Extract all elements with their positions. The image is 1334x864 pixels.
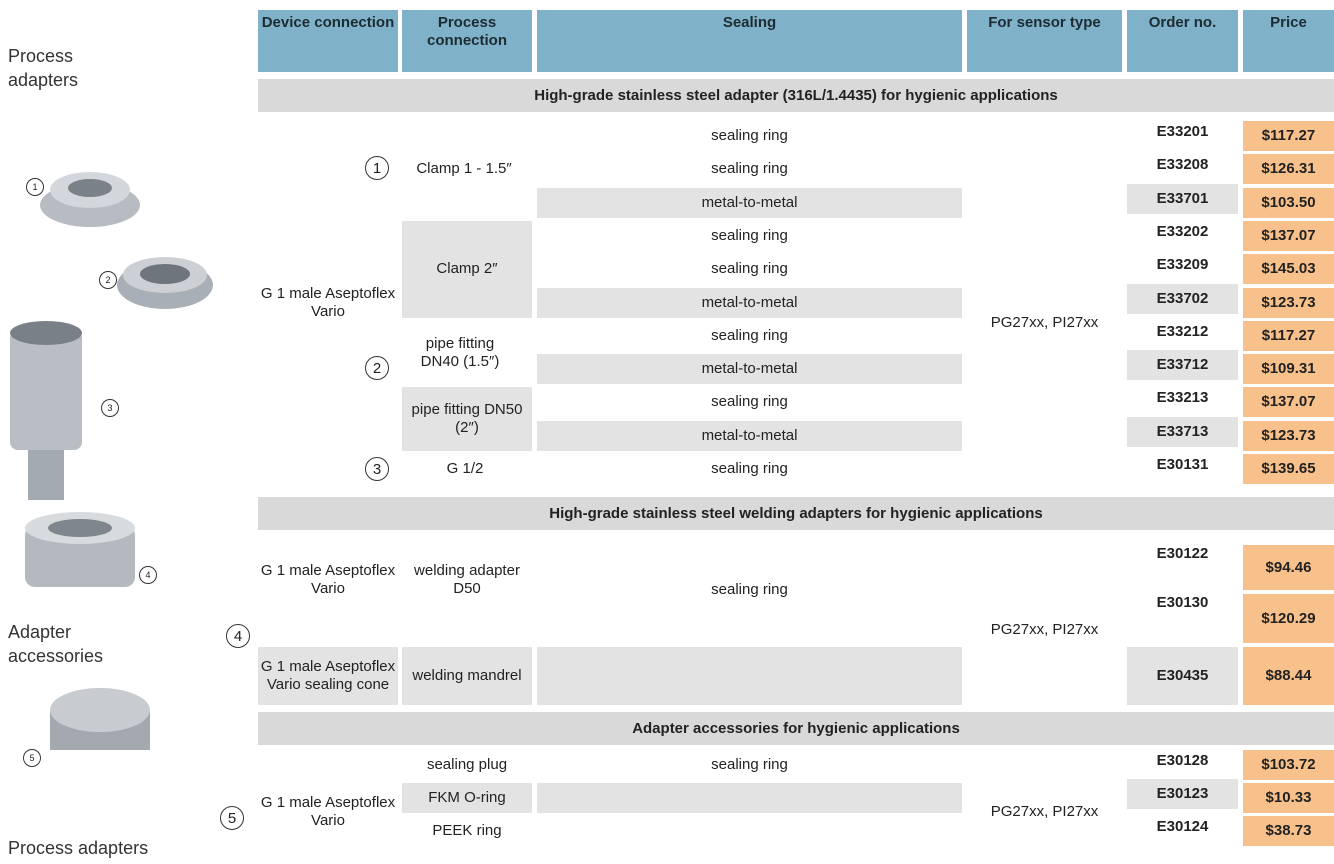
price-cell: $10.33: [1243, 783, 1334, 813]
order-cell: E33712: [1127, 350, 1238, 381]
process-cell: PEEK ring: [432, 822, 502, 839]
sensor-cell: PG27xx, PI27xx: [990, 803, 1099, 820]
price-cell: $117.27: [1243, 121, 1334, 151]
order-cell: E30131: [1156, 456, 1209, 473]
item-marker: 1: [365, 156, 389, 180]
price-cell: $103.50: [1243, 187, 1334, 218]
sealing-cell: sealing ring: [711, 260, 788, 278]
process-cell: pipe fitting DN50 (2″): [402, 387, 532, 451]
sealing-cell: sealing ring: [711, 326, 788, 344]
order-cell: E33701: [1127, 183, 1238, 214]
sealing-cell: [537, 647, 962, 705]
order-cell: E33201: [1156, 123, 1209, 140]
sealing-cell: metal-to-metal: [537, 354, 962, 385]
image-marker: 3: [101, 399, 119, 417]
price-cell: $94.46: [1243, 545, 1334, 590]
sidebar-label: Process adapters: [8, 838, 149, 858]
sensor-cell: PG27xx, PI27xx: [990, 621, 1099, 638]
process-cell: FKM O-ring: [402, 783, 532, 813]
process-cell: Clamp 1 - 1.5″: [416, 160, 512, 178]
sealing-cell: sealing ring: [711, 460, 788, 477]
price-cell: $123.73: [1243, 420, 1334, 451]
sidebar-label: Adapter accessories: [8, 622, 104, 666]
sealing-cell: [537, 783, 962, 813]
product-images: [10, 172, 213, 750]
device-cell: G 1 male Aseptoflex Vario: [260, 562, 396, 597]
price-cell: $117.27: [1243, 320, 1334, 351]
image-marker: 2: [99, 271, 117, 289]
process-cell: Clamp 2″: [402, 220, 532, 318]
header-cell: Device connection: [258, 10, 398, 72]
price-cell: $137.07: [1243, 220, 1334, 251]
price-cell: $126.31: [1243, 154, 1334, 185]
image-marker: 1: [26, 178, 44, 196]
sealing-cell: sealing ring: [711, 127, 788, 144]
order-cell: E30130: [1156, 594, 1209, 611]
sidebar-label: Process adapters: [8, 46, 79, 90]
price-cell: $145.03: [1243, 254, 1334, 285]
header-cell: Process connection: [402, 10, 532, 72]
sealing-cell: sealing ring: [711, 226, 788, 244]
header-cell: Price: [1243, 10, 1334, 72]
order-cell: E33209: [1156, 256, 1209, 274]
process-cell: welding adapter D50: [414, 562, 520, 597]
sealing-cell: sealing ring: [711, 756, 788, 773]
device-cell: G 1 male Aseptoflex Vario sealing cone: [258, 647, 398, 705]
process-cell: sealing plug: [426, 756, 508, 773]
sealing-cell: sealing ring: [711, 393, 788, 411]
sensor-cell: PG27xx, PI27xx: [990, 313, 1099, 331]
order-cell: E33208: [1156, 156, 1209, 174]
sealing-cell: sealing ring: [711, 160, 788, 178]
price-cell: $123.73: [1243, 287, 1334, 318]
process-cell: G 1/2: [446, 460, 484, 478]
section-title: High-grade stainless steel adapter (316L…: [258, 79, 1334, 112]
process-cell: welding mandrel: [402, 647, 532, 705]
section-title: Adapter accessories for hygienic applica…: [258, 712, 1334, 745]
item-marker: 2: [365, 356, 389, 380]
order-cell: E30435: [1127, 647, 1238, 705]
sealing-cell: [537, 816, 962, 846]
price-cell: $88.44: [1243, 647, 1334, 705]
sealing-cell: metal-to-metal: [537, 187, 962, 218]
header-cell: For sensor type: [967, 10, 1122, 72]
order-cell: E30128: [1156, 752, 1209, 769]
sealing-cell: metal-to-metal: [537, 287, 962, 318]
order-cell: E33702: [1127, 283, 1238, 314]
price-cell: $120.29: [1243, 594, 1334, 643]
order-cell: E30122: [1156, 545, 1209, 562]
process-cell: pipe fitting DN40 (1.5″): [420, 334, 500, 370]
item-marker: 3: [365, 457, 389, 481]
price-cell: $103.72: [1243, 750, 1334, 780]
order-cell: E33713: [1127, 416, 1238, 447]
sealing-cell: sealing ring: [711, 581, 788, 598]
order-cell: E30123: [1127, 779, 1238, 809]
sealing-cell: metal-to-metal: [537, 420, 962, 451]
item-marker: 4: [226, 624, 250, 648]
image-marker: 4: [139, 566, 157, 584]
order-cell: E33202: [1156, 222, 1209, 240]
order-cell: E30124: [1156, 818, 1209, 835]
order-cell: E33212: [1156, 322, 1209, 340]
price-cell: $38.73: [1243, 816, 1334, 846]
price-cell: $137.07: [1243, 387, 1334, 418]
device-cell: G 1 male Aseptoflex Vario: [260, 794, 396, 829]
price-cell: $109.31: [1243, 354, 1334, 385]
header-cell: Sealing: [537, 10, 962, 72]
item-marker: 5: [220, 806, 244, 830]
section-title: High-grade stainless steel welding adapt…: [258, 497, 1334, 530]
order-cell: E33213: [1156, 389, 1209, 407]
image-marker: 5: [23, 749, 41, 767]
device-cell: G 1 male Aseptoflex Vario: [260, 284, 396, 320]
price-cell: $139.65: [1243, 454, 1334, 484]
header-cell: Order no.: [1127, 10, 1238, 72]
